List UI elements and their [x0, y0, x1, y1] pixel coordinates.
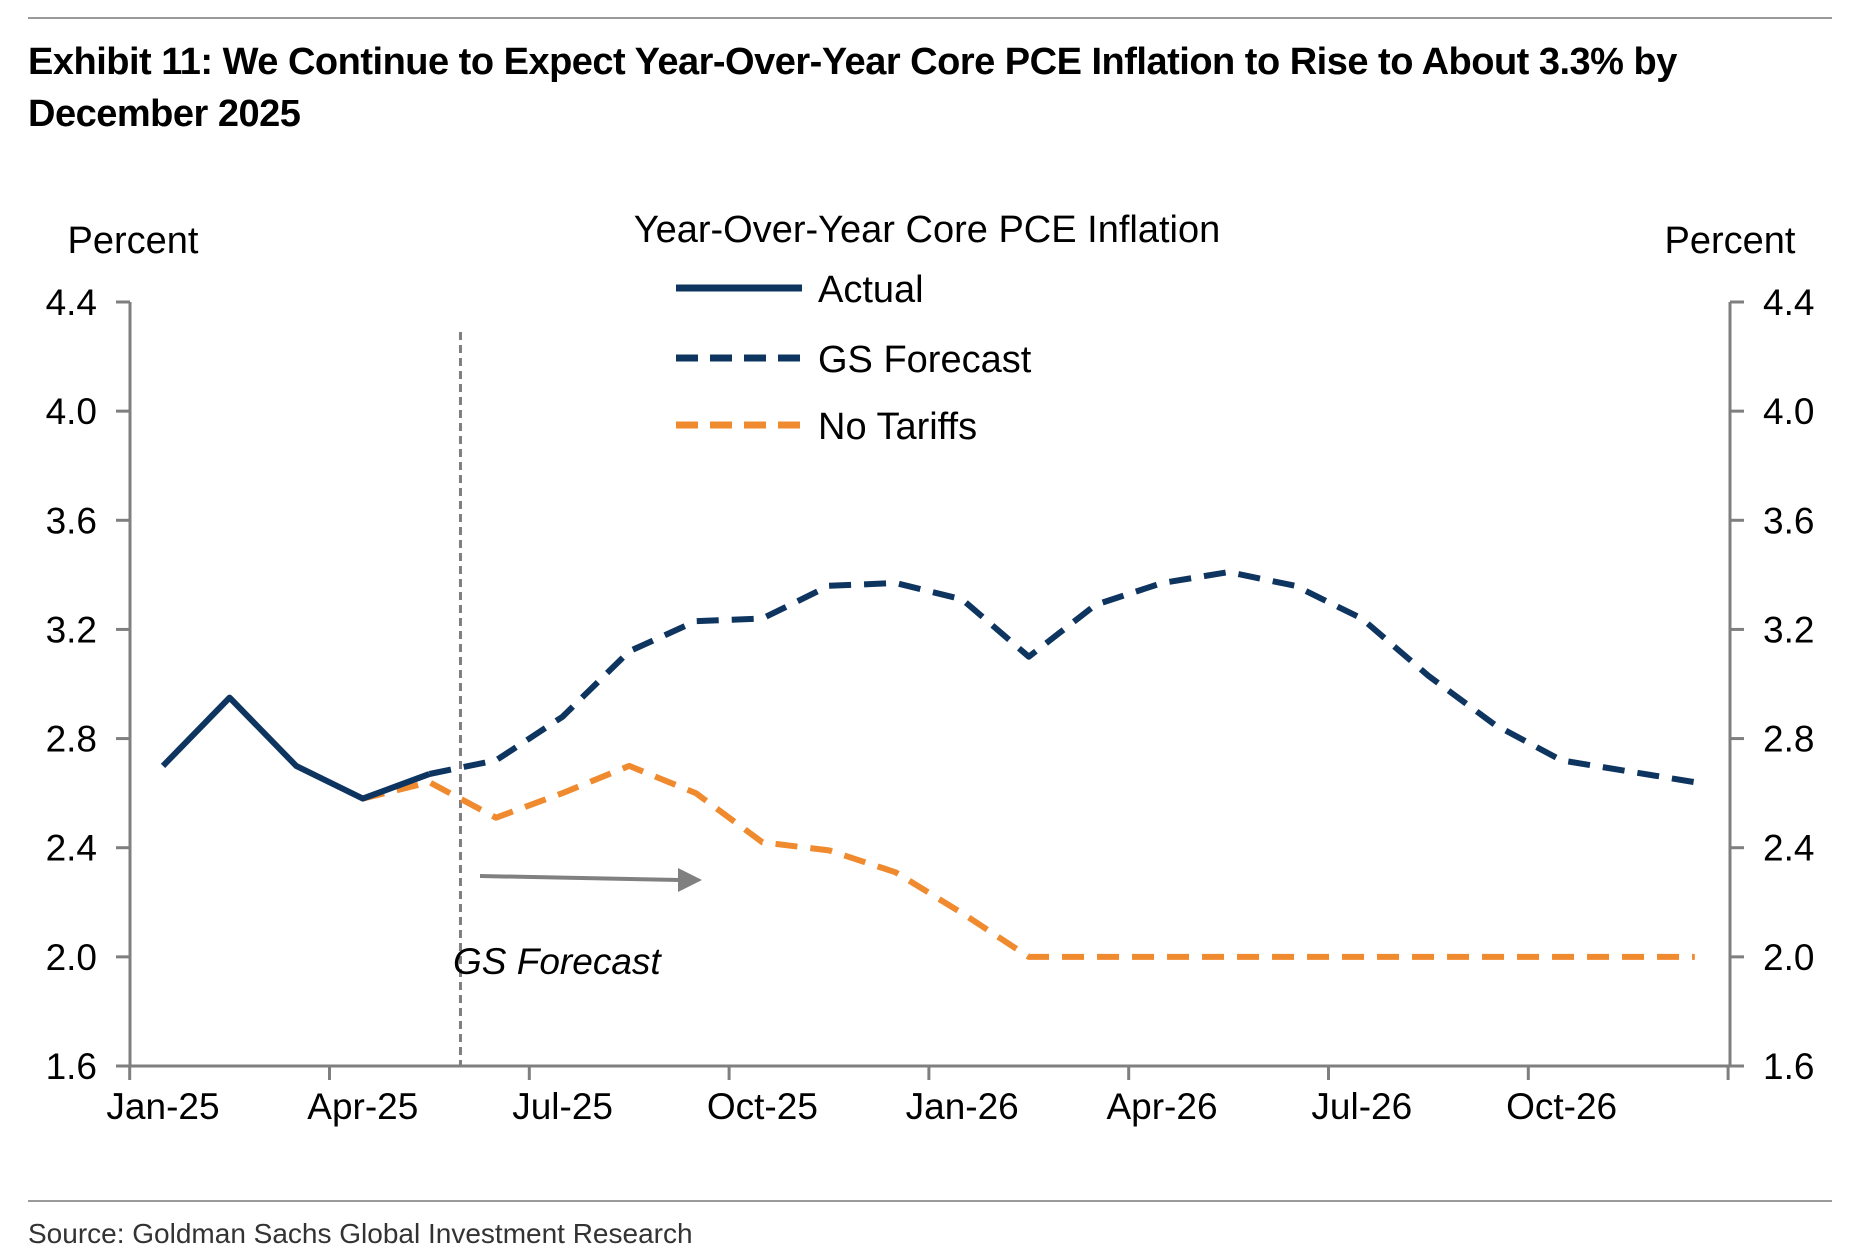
- data-point-gs-forecast: [960, 597, 965, 602]
- data-point-gs-forecast: [627, 649, 632, 654]
- x-tick-label: Apr-26: [1106, 1086, 1217, 1127]
- y-tick-label-right: 3.6: [1763, 500, 1814, 541]
- data-point-gs-forecast: [1559, 758, 1564, 763]
- data-point-no-tariffs: [693, 791, 698, 796]
- y-tick-label-left: 4.4: [46, 282, 97, 323]
- data-point-no-tariffs: [494, 815, 499, 820]
- data-point-no-tariffs: [1093, 954, 1098, 959]
- data-point-gs-forecast: [1426, 673, 1431, 678]
- data-point-no-tariffs: [827, 848, 832, 853]
- data-point-gs-forecast: [560, 714, 565, 719]
- data-point-gs-forecast: [1026, 654, 1031, 659]
- y-tick-label-left: 3.2: [46, 609, 97, 650]
- data-point-no-tariffs: [560, 791, 565, 796]
- data-point-gs-forecast: [1692, 780, 1697, 785]
- data-point-no-tariffs: [1493, 954, 1498, 959]
- data-point-no-tariffs: [960, 911, 965, 916]
- chart-title: Year-Over-Year Core PCE Inflation: [634, 209, 1220, 251]
- data-point-no-tariffs: [427, 780, 432, 785]
- legend-label-no-tariffs: No Tariffs: [818, 406, 977, 448]
- x-tick-label: Oct-26: [1506, 1086, 1617, 1127]
- data-point-no-tariffs: [1026, 954, 1031, 959]
- data-point-gs-forecast: [1626, 769, 1631, 774]
- data-point-no-tariffs: [760, 840, 765, 845]
- data-point-gs-forecast: [494, 758, 499, 763]
- x-tick-label: Oct-25: [707, 1086, 818, 1127]
- x-tick-label: Jul-26: [1311, 1086, 1412, 1127]
- data-point-no-tariffs: [1426, 954, 1431, 959]
- legend-label-actual: Actual: [818, 269, 924, 311]
- x-tick-label: Jan-26: [906, 1086, 1019, 1127]
- y-tick-label-right: 4.0: [1763, 391, 1814, 432]
- data-point-no-tariffs: [1359, 954, 1364, 959]
- data-point-gs-forecast: [1093, 602, 1098, 607]
- data-point-actual: [161, 763, 166, 768]
- data-point-no-tariffs: [893, 870, 898, 875]
- y-tick-label-left: 2.8: [46, 719, 97, 760]
- data-point-no-tariffs: [1160, 954, 1165, 959]
- legend-label-gs-forecast: GS Forecast: [818, 339, 1032, 381]
- forecast-divider-group: GS Forecast: [453, 332, 702, 1066]
- y-tick-label-right: 1.6: [1763, 1046, 1814, 1087]
- data-point-actual: [227, 695, 232, 700]
- data-point-no-tariffs: [1293, 954, 1298, 959]
- data-point-no-tariffs: [627, 763, 632, 768]
- series-lines: [160, 569, 1697, 960]
- data-point-gs-forecast: [827, 583, 832, 588]
- axes-frame: 1.6 1.6 2.0 2.0 2.4 2.4 2.8 2.8 3.2 3.2 3.6 3.6 4.0 4…: [46, 282, 1815, 1127]
- y-tick-label-left: 2.4: [46, 828, 97, 869]
- x-tick-label: Apr-25: [307, 1086, 418, 1127]
- y-tick-label-left: 3.6: [46, 500, 97, 541]
- x-tick-label: Jan-25: [106, 1086, 219, 1127]
- data-point-no-tariffs: [1692, 954, 1697, 959]
- top-rule: [28, 17, 1832, 19]
- pce-inflation-chart: 1.6 1.6 2.0 2.0 2.4 2.4 2.8 2.8 3.2 3.2 3.6 3.6 4.0 4…: [46, 209, 1815, 1127]
- x-tick-label: Jul-25: [512, 1086, 613, 1127]
- data-point-gs-forecast: [893, 581, 898, 586]
- bottom-rule: [28, 1200, 1832, 1202]
- legend: Actual GS Forecast No Tariffs: [676, 269, 1032, 448]
- y-tick-label-right: 2.0: [1763, 937, 1814, 978]
- y-axis-label-right: Percent: [1665, 220, 1796, 262]
- source-note: Source: Goldman Sachs Global Investment …: [28, 1218, 693, 1249]
- forecast-divider-label: GS Forecast: [453, 941, 662, 982]
- data-point-no-tariffs: [1626, 954, 1631, 959]
- data-point-gs-forecast: [1226, 570, 1231, 575]
- forecast-arrow-head: [678, 868, 702, 892]
- y-tick-label-right: 4.4: [1763, 282, 1814, 323]
- data-point-actual: [294, 763, 299, 768]
- data-point-gs-forecast: [760, 616, 765, 621]
- y-tick-label-left: 2.0: [46, 937, 97, 978]
- data-point-actual: [360, 796, 365, 801]
- y-tick-label-left: 4.0: [46, 391, 97, 432]
- data-point-gs-forecast: [693, 619, 698, 624]
- data-point-actual: [427, 772, 432, 777]
- data-point-no-tariffs: [1226, 954, 1231, 959]
- y-tick-label-right: 2.4: [1763, 828, 1814, 869]
- series-line-actual: [160, 694, 431, 802]
- y-tick-label-right: 3.2: [1763, 609, 1814, 650]
- series-line-no-tariffs: [362, 762, 1695, 960]
- y-axis-label-left: Percent: [68, 220, 199, 262]
- y-tick-label-right: 2.8: [1763, 719, 1814, 760]
- forecast-arrow-shaft: [479, 874, 681, 882]
- data-point-gs-forecast: [1359, 616, 1364, 621]
- exhibit-title: Exhibit 11: We Continue to Expect Year-O…: [28, 41, 1677, 135]
- data-point-gs-forecast: [1160, 581, 1165, 586]
- y-tick-label-left: 1.6: [46, 1046, 97, 1087]
- data-point-gs-forecast: [1493, 722, 1498, 727]
- data-point-no-tariffs: [1559, 954, 1564, 959]
- data-point-gs-forecast: [1293, 583, 1298, 588]
- series-line-gs-forecast: [428, 569, 1696, 786]
